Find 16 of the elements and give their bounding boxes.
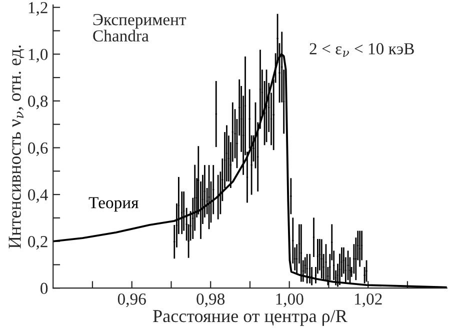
y-tick-label: 0,6 xyxy=(28,142,48,156)
y-tick-label: 1,2 xyxy=(28,2,48,16)
y-tick-label: 0 xyxy=(40,282,48,294)
y-tick-label: 0,8 xyxy=(28,96,48,110)
y-tick-label: 0,4 xyxy=(28,189,48,203)
x-tick-label: 0,96 xyxy=(118,293,146,308)
x-tick-label: 1,02 xyxy=(354,293,382,308)
y-tick-label: 1,0 xyxy=(28,48,48,62)
x-tick-label: 1,00 xyxy=(276,293,304,308)
series-label: Теория xyxy=(88,197,138,212)
x-tick-label: 0,98 xyxy=(196,293,225,308)
y-tick-label: 0,2 xyxy=(28,236,48,250)
annotation: Эксперимент Chandra xyxy=(93,14,186,42)
annotation: 2 < ε$_{ν}$ < 10 кэВ xyxy=(310,43,414,57)
x-axis-title: Расстояние от центра ρ/R xyxy=(153,310,348,326)
y-axis-title: Интенсивность ν$_{ν}$, отн. ед. xyxy=(8,45,24,248)
